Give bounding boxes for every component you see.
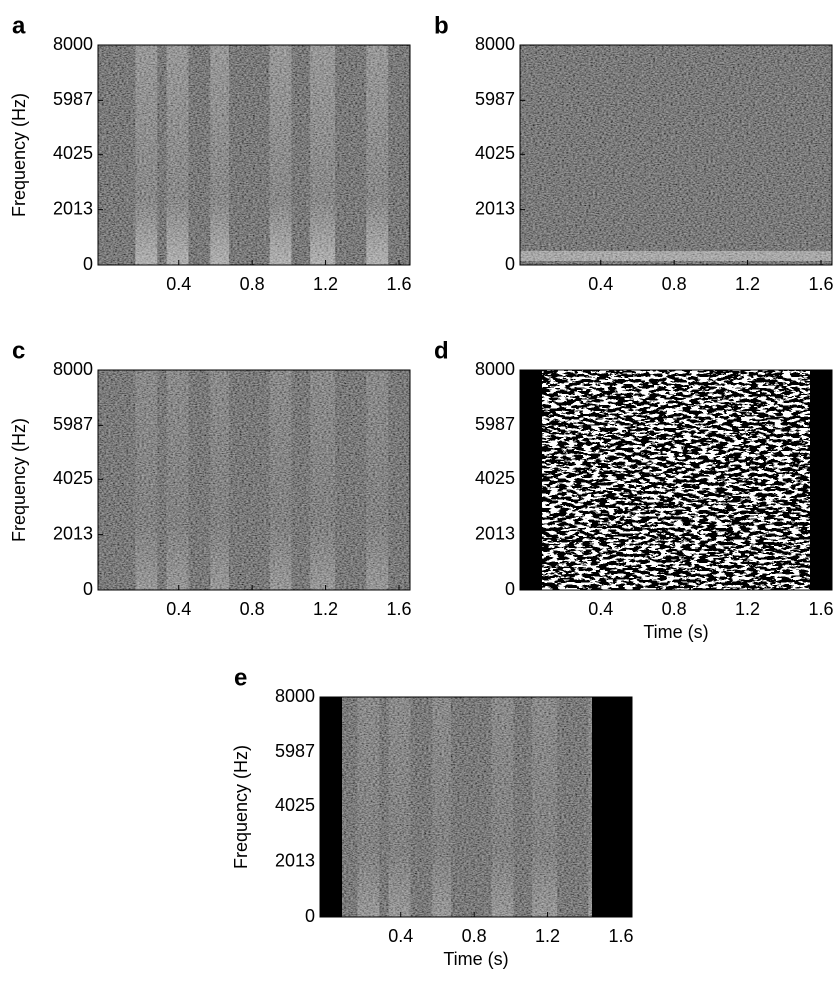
x-tick-label: 1.6 bbox=[608, 926, 633, 946]
y-tick-label: 2013 bbox=[53, 198, 93, 218]
y-tick-label: 0 bbox=[83, 579, 93, 599]
y-tick-label: 4025 bbox=[53, 468, 93, 488]
y-tick-label: 5987 bbox=[475, 414, 515, 434]
x-tick-label: 0.8 bbox=[240, 599, 265, 619]
speech-band bbox=[366, 370, 389, 590]
y-tick-label: 8000 bbox=[475, 34, 515, 54]
spectrogram-image bbox=[320, 697, 632, 917]
y-tick-label: 5987 bbox=[53, 89, 93, 109]
plot-frame bbox=[519, 44, 833, 266]
x-tick-label: 1.6 bbox=[386, 274, 411, 294]
speech-band bbox=[135, 45, 158, 265]
spectrogram-noise bbox=[520, 45, 832, 265]
speech-band bbox=[210, 370, 230, 590]
x-tick-label: 0.8 bbox=[662, 599, 687, 619]
speech-band bbox=[310, 370, 336, 590]
y-axis-label: Frequency (Hz) bbox=[9, 93, 29, 217]
plot-frame bbox=[519, 369, 833, 591]
x-tick-label: 0.4 bbox=[166, 599, 191, 619]
speech-band bbox=[310, 45, 336, 265]
spectrogram-binary bbox=[520, 370, 832, 590]
spectrogram-image bbox=[520, 370, 832, 590]
panel-label: a bbox=[12, 12, 26, 39]
y-tick-label: 8000 bbox=[475, 359, 515, 379]
speech-band bbox=[357, 697, 380, 917]
spectrogram-image bbox=[98, 45, 410, 265]
y-tick-label: 0 bbox=[505, 579, 515, 599]
plot-frame bbox=[97, 369, 411, 591]
y-tick-label: 2013 bbox=[275, 850, 315, 870]
x-tick-label: 1.2 bbox=[313, 599, 338, 619]
y-tick-label: 2013 bbox=[53, 523, 93, 543]
x-tick-label: 0.8 bbox=[462, 926, 487, 946]
y-tick-label: 4025 bbox=[475, 468, 515, 488]
panel-label: d bbox=[434, 337, 449, 364]
x-tick-label: 0.4 bbox=[588, 599, 613, 619]
edge-black bbox=[520, 370, 542, 590]
spectrogram-image bbox=[98, 370, 410, 590]
x-tick-label: 1.6 bbox=[386, 599, 411, 619]
plot-frame bbox=[319, 696, 633, 918]
y-tick-label: 8000 bbox=[53, 359, 93, 379]
y-axis-label: Frequency (Hz) bbox=[231, 745, 251, 869]
x-axis-label: Time (s) bbox=[643, 622, 708, 642]
x-tick-label: 1.2 bbox=[535, 926, 560, 946]
speech-band bbox=[491, 697, 514, 917]
y-tick-label: 5987 bbox=[275, 741, 315, 761]
speech-band bbox=[432, 697, 452, 917]
speech-band bbox=[269, 45, 292, 265]
y-tick-label: 4025 bbox=[275, 795, 315, 815]
y-tick-label: 8000 bbox=[275, 686, 315, 706]
x-axis-label: Time (s) bbox=[443, 949, 508, 969]
speech-band bbox=[166, 45, 189, 265]
x-tick-label: 1.6 bbox=[808, 274, 833, 294]
x-tick-label: 0.4 bbox=[166, 274, 191, 294]
y-tick-label: 4025 bbox=[53, 143, 93, 163]
spectrogram-image bbox=[520, 45, 832, 265]
y-tick-label: 0 bbox=[505, 254, 515, 274]
speech-band bbox=[388, 697, 411, 917]
x-tick-label: 1.2 bbox=[313, 274, 338, 294]
speech-band bbox=[366, 45, 389, 265]
y-tick-label: 0 bbox=[83, 254, 93, 274]
y-tick-label: 0 bbox=[305, 906, 315, 926]
panel-label: e bbox=[234, 664, 247, 691]
x-tick-label: 0.8 bbox=[240, 274, 265, 294]
speech-band bbox=[166, 370, 189, 590]
y-axis-label: Frequency (Hz) bbox=[9, 418, 29, 542]
y-tick-label: 2013 bbox=[475, 198, 515, 218]
panel-label: b bbox=[434, 12, 449, 39]
x-tick-label: 1.2 bbox=[735, 599, 760, 619]
x-tick-label: 0.8 bbox=[662, 274, 687, 294]
x-tick-label: 1.2 bbox=[735, 274, 760, 294]
edge-black bbox=[592, 697, 632, 917]
speech-band bbox=[532, 697, 558, 917]
edge-black bbox=[810, 370, 832, 590]
y-tick-label: 4025 bbox=[475, 143, 515, 163]
y-tick-label: 5987 bbox=[53, 414, 93, 434]
speech-band bbox=[135, 370, 158, 590]
y-tick-label: 2013 bbox=[475, 523, 515, 543]
panel-label: c bbox=[12, 337, 25, 364]
speech-band bbox=[269, 370, 292, 590]
speech-band bbox=[210, 45, 230, 265]
x-tick-label: 1.6 bbox=[808, 599, 833, 619]
y-tick-label: 8000 bbox=[53, 34, 93, 54]
x-tick-label: 0.4 bbox=[588, 274, 613, 294]
plot-frame bbox=[97, 44, 411, 266]
low-band bbox=[520, 251, 832, 261]
x-tick-label: 0.4 bbox=[388, 926, 413, 946]
edge-black bbox=[320, 697, 342, 917]
y-tick-label: 5987 bbox=[475, 89, 515, 109]
